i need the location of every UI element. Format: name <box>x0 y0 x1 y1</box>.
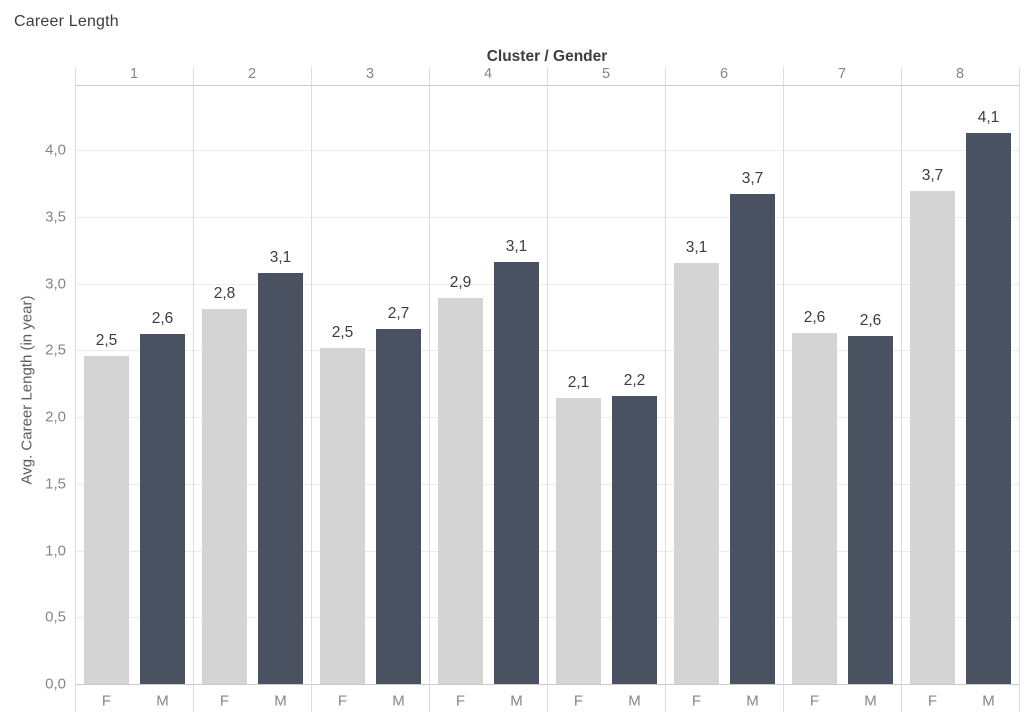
bar-m-cluster-3[interactable] <box>376 328 421 684</box>
gender-header-f-cluster-8[interactable]: F <box>927 692 938 710</box>
gender-header-f-cluster-7[interactable]: F <box>809 692 820 710</box>
column-separator <box>429 67 430 712</box>
gender-header-f-cluster-2[interactable]: F <box>219 692 230 710</box>
column-separator <box>783 67 784 712</box>
bar-m-cluster-4[interactable] <box>494 262 539 684</box>
column-separator <box>901 67 902 712</box>
cluster-header-2[interactable]: 2 <box>247 66 257 82</box>
bar-value-label: 2,9 <box>449 274 472 292</box>
gender-header-m-cluster-5[interactable]: M <box>628 692 641 710</box>
bar-value-label: 3,7 <box>741 170 764 188</box>
bar-value-label: 2,6 <box>803 308 826 326</box>
y-tick-label: 3,0 <box>45 275 66 292</box>
gender-header-m-cluster-8[interactable]: M <box>982 692 995 710</box>
y-tick-label: 1,5 <box>45 475 66 493</box>
y-tick-label: 0,5 <box>45 608 66 626</box>
bar-value-label: 2,6 <box>151 310 174 328</box>
bar-m-cluster-6[interactable] <box>730 194 775 684</box>
chart-title: Career Length <box>14 13 119 30</box>
gender-header-f-cluster-4[interactable]: F <box>455 692 466 710</box>
bar-f-cluster-5[interactable] <box>556 398 601 684</box>
bar-f-cluster-2[interactable] <box>202 308 247 684</box>
bar-value-label: 4,1 <box>977 108 1000 126</box>
y-tick-label: 4,0 <box>45 141 66 159</box>
column-separator <box>193 67 194 712</box>
bar-f-cluster-4[interactable] <box>438 298 483 684</box>
cluster-header-7[interactable]: 7 <box>837 66 847 82</box>
y-tick-label: 2,5 <box>45 341 66 359</box>
bar-m-cluster-7[interactable] <box>848 335 893 684</box>
gender-header-m-cluster-6[interactable]: M <box>746 692 759 710</box>
y-tick-label: 1,0 <box>45 542 66 559</box>
column-separator <box>665 67 666 712</box>
column-axis-title: Cluster / Gender <box>486 48 608 65</box>
bar-value-label: 2,1 <box>567 374 590 392</box>
bar-value-label: 2,7 <box>387 304 410 322</box>
cluster-header-3[interactable]: 3 <box>365 66 375 82</box>
bar-m-cluster-8[interactable] <box>966 132 1011 684</box>
bar-f-cluster-6[interactable] <box>674 263 719 684</box>
column-separator <box>311 67 312 712</box>
bar-f-cluster-3[interactable] <box>320 347 365 684</box>
gender-header-m-cluster-3[interactable]: M <box>392 692 405 710</box>
bar-m-cluster-5[interactable] <box>612 395 657 684</box>
bar-value-label: 3,1 <box>269 248 292 266</box>
gender-header-m-cluster-4[interactable]: M <box>510 692 523 710</box>
gender-header-m-cluster-1[interactable]: M <box>156 692 169 710</box>
y-tick-label: 3,5 <box>45 208 66 226</box>
bar-value-label: 2,5 <box>331 323 354 341</box>
bar-value-label: 3,1 <box>685 239 708 257</box>
gender-header-m-cluster-2[interactable]: M <box>274 692 287 710</box>
column-separator <box>547 67 548 712</box>
gender-header-f-cluster-3[interactable]: F <box>337 692 348 710</box>
y-axis-title: Avg. Career Length (in year) <box>18 295 36 484</box>
bar-value-label: 3,7 <box>921 167 944 185</box>
y-tick-label: 0,0 <box>45 675 66 693</box>
bar-m-cluster-2[interactable] <box>258 272 303 684</box>
gender-header-f-cluster-1[interactable]: F <box>101 692 112 710</box>
bar-value-label: 2,2 <box>623 371 646 389</box>
cluster-header-5[interactable]: 5 <box>601 66 611 82</box>
cluster-header-8[interactable]: 8 <box>955 66 965 82</box>
bar-f-cluster-7[interactable] <box>792 332 837 684</box>
bar-f-cluster-1[interactable] <box>84 355 129 684</box>
bar-value-label: 2,6 <box>859 311 882 329</box>
bar-value-label: 2,5 <box>95 331 118 349</box>
bar-m-cluster-1[interactable] <box>140 334 185 684</box>
bar-value-label: 2,8 <box>213 284 236 302</box>
gender-header-f-cluster-5[interactable]: F <box>573 692 584 710</box>
column-separator <box>1019 67 1020 712</box>
y-tick-label: 2,0 <box>45 408 66 426</box>
gender-header-f-cluster-6[interactable]: F <box>691 692 702 710</box>
cluster-header-4[interactable]: 4 <box>483 66 493 82</box>
cluster-header-1[interactable]: 1 <box>129 66 139 82</box>
cluster-header-6[interactable]: 6 <box>719 66 729 82</box>
bar-f-cluster-8[interactable] <box>910 191 955 684</box>
gender-header-m-cluster-7[interactable]: M <box>864 692 877 710</box>
bar-value-label: 3,1 <box>505 238 528 256</box>
column-separator <box>75 67 76 712</box>
